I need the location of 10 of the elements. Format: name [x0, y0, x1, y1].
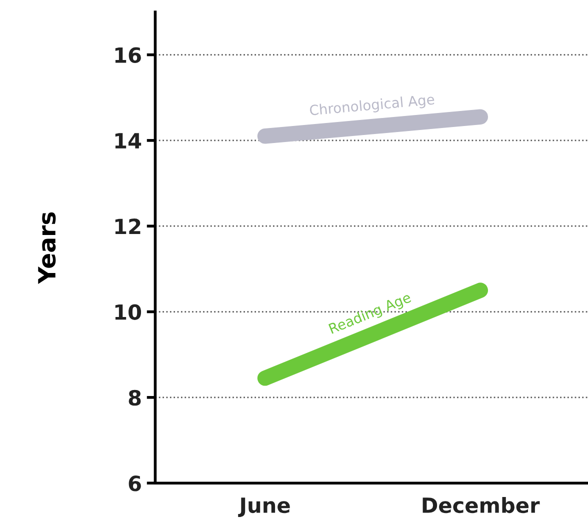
- x-tick-label: December: [422, 496, 540, 514]
- y-tick-label: 14: [115, 133, 142, 148]
- y-axis-title: Years: [38, 212, 56, 284]
- text: Chronological Age: [310, 94, 435, 118]
- y-tick-label: 8: [128, 390, 141, 406]
- y-tick-label: 12: [115, 218, 140, 234]
- y-tick-label: 10: [115, 304, 142, 320]
- x-tick-label: June: [238, 498, 290, 517]
- y-tick-label: 6: [128, 476, 141, 492]
- y-tick-label: 16: [115, 47, 141, 63]
